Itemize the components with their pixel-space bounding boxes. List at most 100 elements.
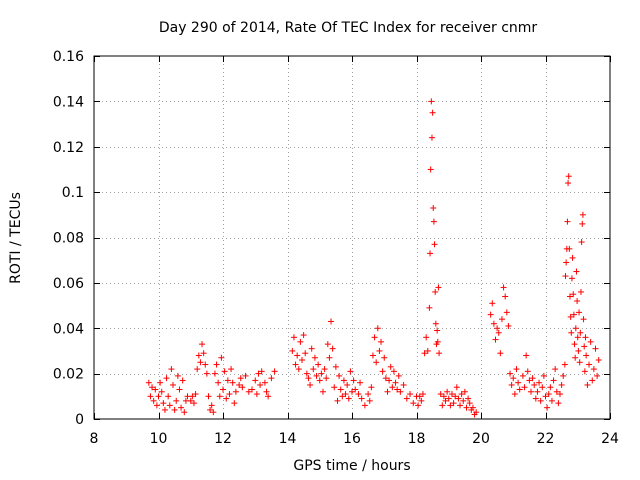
data-point — [352, 386, 359, 393]
data-point — [572, 354, 579, 361]
data-point — [455, 395, 462, 402]
data-point — [342, 391, 349, 398]
data-point — [208, 402, 215, 409]
data-point — [155, 393, 162, 400]
data-point — [194, 366, 201, 373]
x-tick-label: 24 — [601, 431, 619, 447]
data-point — [579, 211, 586, 218]
data-point — [570, 291, 577, 298]
data-point — [415, 402, 422, 409]
data-point — [381, 354, 388, 361]
data-point — [584, 381, 591, 388]
data-point — [311, 354, 318, 361]
data-point — [163, 375, 170, 382]
data-point — [347, 368, 354, 375]
data-point — [490, 320, 497, 327]
data-point — [195, 352, 202, 359]
data-point — [292, 361, 299, 368]
data-point — [461, 388, 468, 395]
data-point — [545, 391, 552, 398]
data-point — [561, 361, 568, 368]
data-point — [521, 384, 528, 391]
data-point — [382, 375, 389, 382]
data-point — [448, 391, 455, 398]
y-tick-label: 0.04 — [53, 321, 84, 337]
x-tick-label: 10 — [150, 431, 168, 447]
data-point — [575, 347, 582, 354]
y-tick-label: 0.1 — [62, 185, 84, 201]
x-tick-label: 20 — [472, 431, 490, 447]
data-point — [427, 250, 434, 257]
data-point — [510, 375, 517, 382]
data-point — [189, 393, 196, 400]
data-point — [211, 370, 218, 377]
data-point — [552, 366, 559, 373]
data-point — [577, 329, 584, 336]
data-point — [534, 388, 541, 395]
data-point — [150, 397, 157, 404]
data-point — [192, 391, 199, 398]
data-point — [460, 397, 467, 404]
data-point — [416, 393, 423, 400]
data-point — [228, 366, 235, 373]
data-point — [458, 391, 465, 398]
data-point — [294, 352, 301, 359]
data-point — [395, 372, 402, 379]
y-tick-label: 0.06 — [53, 276, 84, 292]
data-point — [271, 368, 278, 375]
data-point — [386, 377, 393, 384]
x-tick-label: 18 — [408, 431, 426, 447]
data-point — [581, 368, 588, 375]
data-point — [432, 320, 439, 327]
data-point — [429, 109, 436, 116]
data-point — [268, 375, 275, 382]
data-point — [308, 345, 315, 352]
data-point — [316, 377, 323, 384]
data-point — [171, 406, 178, 413]
data-point — [439, 402, 446, 409]
axis-ticks: 8 10 12 14 16 18 20 22 24 0 0.02 0.04 0.06 0.08 0.1 0.1… — [53, 49, 619, 447]
data-point — [216, 393, 223, 400]
data-point — [179, 377, 186, 384]
data-point — [569, 254, 576, 261]
data-point — [576, 309, 583, 316]
data-point — [452, 393, 459, 400]
data-point — [500, 284, 507, 291]
data-point — [536, 379, 543, 386]
x-tick-label: 14 — [279, 431, 297, 447]
data-point — [594, 372, 601, 379]
data-point — [170, 381, 177, 388]
data-point — [453, 384, 460, 391]
data-point — [332, 363, 339, 370]
data-point — [339, 393, 346, 400]
data-point — [237, 375, 244, 382]
data-point — [392, 379, 399, 386]
data-point — [410, 400, 417, 407]
data-point — [213, 361, 220, 368]
data-point — [242, 372, 249, 379]
data-point — [582, 334, 589, 341]
data-point — [428, 134, 435, 141]
data-point — [563, 259, 570, 266]
x-tick-label: 8 — [90, 431, 99, 447]
data-point — [560, 372, 567, 379]
data-point — [567, 293, 574, 300]
data-point — [565, 173, 572, 180]
data-point — [529, 375, 536, 382]
data-point — [434, 338, 441, 345]
data-point — [147, 393, 154, 400]
data-point — [145, 379, 152, 386]
x-tick-label: 12 — [214, 431, 232, 447]
data-point — [400, 381, 407, 388]
data-point — [313, 372, 320, 379]
data-point — [537, 397, 544, 404]
data-point — [494, 325, 501, 332]
y-tick-label: 0.14 — [53, 94, 84, 110]
data-point — [224, 377, 231, 384]
data-point — [419, 391, 426, 398]
data-point — [583, 352, 590, 359]
data-point — [165, 393, 172, 400]
data-point — [149, 384, 156, 391]
data-point — [580, 316, 587, 323]
data-point — [463, 404, 470, 411]
